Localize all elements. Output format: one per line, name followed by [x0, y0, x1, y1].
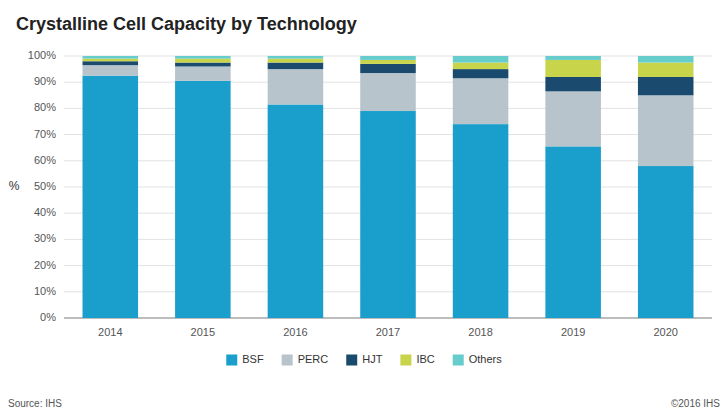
- bar-segment: [268, 59, 324, 63]
- bar-segment: [360, 111, 416, 318]
- x-tick-label: 2015: [191, 326, 215, 338]
- bar-segment: [453, 56, 509, 63]
- y-tick-label: 80%: [34, 101, 56, 113]
- legend: BSF PERC HJT IBC Others: [226, 353, 502, 366]
- bar-segment: [268, 69, 324, 104]
- y-tick-label: 70%: [34, 128, 56, 140]
- bar-segment: [453, 63, 509, 70]
- bar-segment: [545, 56, 601, 60]
- legend-label: IBC: [416, 353, 434, 365]
- y-tick-label: 50%: [34, 180, 56, 192]
- x-tick-label: 2014: [98, 326, 122, 338]
- legend-label: PERC: [298, 353, 329, 365]
- bar-segment: [360, 73, 416, 111]
- x-tick-label: 2020: [653, 326, 677, 338]
- annotations: Source: IHS ©2016 IHS: [8, 398, 720, 409]
- y-axis-label: %: [9, 179, 20, 193]
- x-tick-label: 2019: [561, 326, 585, 338]
- bar-segment: [638, 166, 694, 318]
- x-tick-label: 2017: [376, 326, 400, 338]
- bar-segment: [638, 56, 694, 63]
- bar-segment: [175, 63, 231, 67]
- grid: [64, 56, 712, 318]
- y-tick-label: 40%: [34, 206, 56, 218]
- bar-segment: [175, 56, 231, 59]
- bar-segment: [638, 95, 694, 166]
- bar-segment: [453, 124, 509, 318]
- bar-segment: [453, 78, 509, 124]
- legend-label: BSF: [242, 353, 264, 365]
- bar-segment: [545, 60, 601, 77]
- x-tick-label: 2016: [283, 326, 307, 338]
- y-tick-label: 20%: [34, 259, 56, 271]
- bar-segment: [545, 146, 601, 318]
- bar-segment: [638, 63, 694, 77]
- legend-swatch: [282, 355, 293, 366]
- bar-segment: [360, 64, 416, 73]
- bar-segment: [268, 63, 324, 70]
- bar-segment: [83, 61, 139, 65]
- legend-swatch: [226, 355, 237, 366]
- axes: 0% 10% 20% 30% 40% 50% 60% 70% 80% 90% 100%% 2014 20…: [9, 49, 712, 338]
- annotation: ©2016 IHS: [671, 398, 720, 409]
- chart: Crystalline Cell Capacity by Technology 0…: [0, 0, 728, 415]
- background: [0, 0, 728, 415]
- legend-label: Others: [469, 353, 503, 365]
- bar-segment: [453, 69, 509, 78]
- bar-segment: [83, 56, 139, 59]
- annotation: Source: IHS: [8, 398, 62, 409]
- bar-segment: [83, 76, 139, 318]
- y-tick-label: 60%: [34, 154, 56, 166]
- bar-segment: [175, 81, 231, 318]
- y-tick-label: 10%: [34, 285, 56, 297]
- y-tick-label: 100%: [28, 49, 56, 61]
- legend-swatch: [453, 355, 464, 366]
- y-tick-label: 0%: [40, 311, 56, 323]
- bar-segment: [360, 60, 416, 64]
- y-tick-label: 90%: [34, 75, 56, 87]
- bar-segment: [268, 56, 324, 59]
- bar-segment: [175, 66, 231, 80]
- bar-segment: [268, 104, 324, 318]
- bar-segment: [83, 65, 139, 75]
- x-tick-label: 2018: [468, 326, 492, 338]
- bars: [83, 56, 694, 318]
- bar-segment: [175, 59, 231, 63]
- bar-segment: [545, 91, 601, 146]
- legend-swatch: [346, 355, 357, 366]
- legend-label: HJT: [362, 353, 382, 365]
- legend-swatch: [400, 355, 411, 366]
- bar-segment: [360, 56, 416, 60]
- y-tick-label: 30%: [34, 232, 56, 244]
- bar-segment: [545, 77, 601, 91]
- title: Crystalline Cell Capacity by Technology: [16, 14, 357, 34]
- bar-segment: [83, 59, 139, 62]
- bar-segment: [638, 77, 694, 95]
